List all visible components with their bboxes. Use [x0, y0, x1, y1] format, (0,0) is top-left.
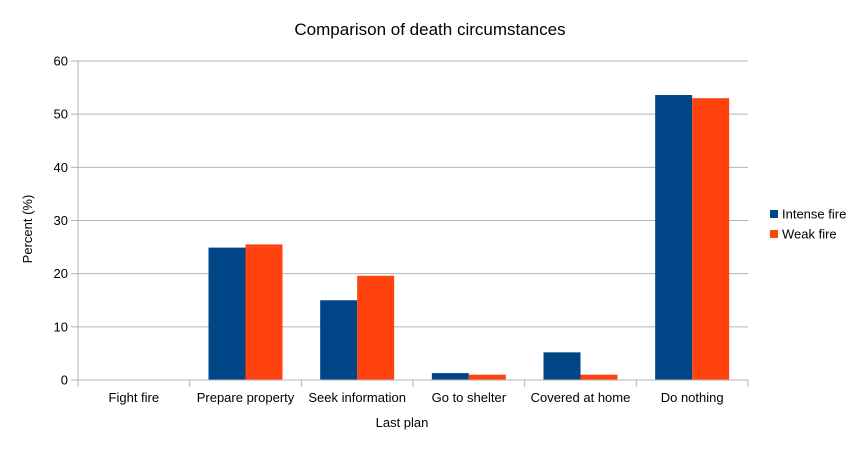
- axes: [77, 61, 749, 387]
- gridlines: [71, 60, 748, 381]
- x-tick-label: Prepare property: [197, 390, 295, 405]
- bar-intense: [655, 95, 693, 380]
- x-tick-label: Seek information: [308, 390, 406, 405]
- x-tick-label: Do nothing: [661, 390, 724, 405]
- x-tick-label: Fight fire: [109, 390, 160, 405]
- bar-intense: [431, 373, 469, 380]
- legend-swatch: [770, 210, 778, 218]
- y-tick-label: 0: [61, 373, 68, 388]
- x-tick-labels: Fight fire Prepare property Seek informati…: [109, 390, 724, 405]
- bar-weak: [692, 98, 730, 380]
- x-tick-label: Covered at home: [531, 390, 631, 405]
- chart-title: Comparison of death circumstances: [294, 20, 565, 39]
- x-axis-label: Last plan: [376, 415, 429, 430]
- y-axis-label: Percent (%): [20, 195, 35, 264]
- legend-label: Intense fire: [782, 207, 846, 222]
- x-tick-label: Go to shelter: [432, 390, 507, 405]
- y-tick-labels: 0 10 20 30 40 50 60: [54, 54, 68, 388]
- legend-swatch: [770, 230, 778, 238]
- bars: [208, 95, 730, 380]
- bar-weak: [580, 374, 618, 380]
- bar-intense: [320, 300, 358, 380]
- bar-weak: [468, 374, 506, 380]
- bar-intense: [543, 352, 581, 380]
- legend: Intense fire Weak fire: [770, 207, 846, 242]
- y-tick-label: 30: [54, 213, 68, 228]
- y-tick-label: 20: [54, 266, 68, 281]
- y-tick-label: 60: [54, 54, 68, 69]
- bar-intense: [208, 247, 246, 380]
- y-tick-label: 40: [54, 160, 68, 175]
- bar-weak: [357, 275, 395, 380]
- bar-weak: [245, 244, 283, 380]
- legend-label: Weak fire: [782, 227, 837, 242]
- y-tick-label: 10: [54, 319, 68, 334]
- y-tick-label: 50: [54, 107, 68, 122]
